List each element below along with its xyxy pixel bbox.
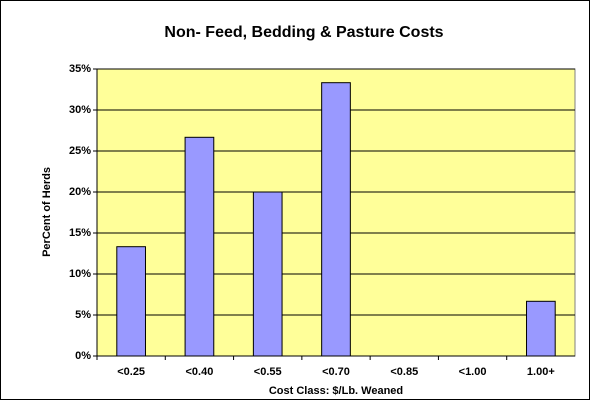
y-tick-label: 30% (69, 104, 91, 116)
y-tick-label: 10% (69, 268, 91, 280)
x-tick-label: <0.55 (254, 366, 282, 378)
bar (321, 82, 351, 357)
x-tick-label: <0.25 (117, 366, 145, 378)
bar (252, 191, 283, 357)
x-tick-label: <0.70 (322, 366, 350, 378)
y-tick-label: 0% (75, 350, 91, 362)
bar (526, 300, 556, 357)
x-tick-label: <1.00 (459, 366, 487, 378)
bar (116, 246, 146, 357)
x-tick-label: <0.85 (390, 366, 418, 378)
x-tick-label: <0.40 (186, 366, 214, 378)
y-tick-label: 25% (69, 145, 91, 157)
bar (184, 136, 215, 357)
y-tick-label: 20% (69, 186, 91, 198)
y-tick-label: 15% (69, 227, 91, 239)
y-axis-title: PerCent of Herds (41, 167, 53, 257)
x-tick-label: 1.00+ (527, 366, 555, 378)
chart-title: Non- Feed, Bedding & Pasture Costs (164, 24, 443, 41)
y-tick-label: 35% (69, 63, 91, 75)
y-tick-label: 5% (75, 309, 91, 321)
x-axis-title: Cost Class: $/Lb. Weaned (269, 385, 403, 397)
